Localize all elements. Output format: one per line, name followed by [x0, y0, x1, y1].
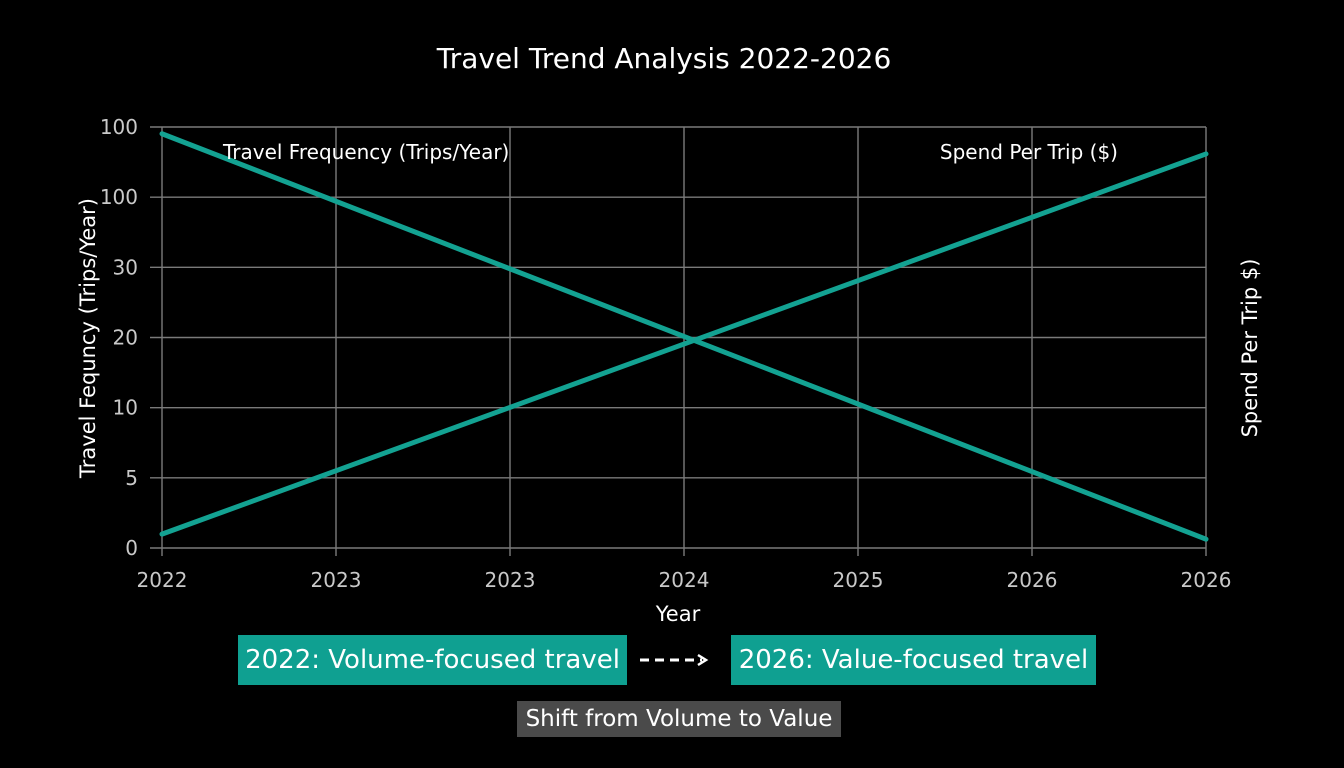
- x-axis-label: Year: [655, 602, 701, 626]
- series-label-frequency: Travel Frequency (Trips/Year): [222, 140, 509, 164]
- series-line-spend: [159, 151, 1209, 537]
- series-line-frequency: [159, 131, 1209, 542]
- x-tick-label: 2023: [485, 568, 536, 592]
- start-callout: 2022: Volume-focused travel: [238, 635, 627, 685]
- x-tick-label: 2022: [137, 568, 188, 592]
- series-layer: [159, 131, 1209, 542]
- x-tick-label: 2023: [311, 568, 362, 592]
- x-tick-label: 2025: [833, 568, 884, 592]
- y-tick-label: 30: [113, 255, 138, 279]
- footer-badge: Shift from Volume to Value: [517, 701, 841, 737]
- y-tick-label: 100: [100, 115, 138, 139]
- x-tick-label: 2024: [659, 568, 710, 592]
- y-tick-label: 10: [113, 396, 138, 420]
- y-axis-label-right: Spend Per Trip $): [1238, 259, 1262, 438]
- y-axis-label-left: Travel Fequncy (Trips/Year): [76, 198, 100, 479]
- y-tick-label: 5: [125, 466, 138, 490]
- x-tick-label: 2026: [1181, 568, 1232, 592]
- x-tick-label: 2026: [1007, 568, 1058, 592]
- y-tick-label: 100: [100, 185, 138, 209]
- y-tick-label: 20: [113, 326, 138, 350]
- chart-title: Travel Trend Analysis 2022-2026: [436, 42, 892, 75]
- tick-layer: 100 100 30 20 10 5 0 2022 2023 2023 2024 2025 2026 20…: [100, 115, 1232, 592]
- grid-layer: [150, 126, 1207, 556]
- trend-chart: Travel Trend Analysis 2022-2026 10010030…: [76, 42, 1262, 626]
- dashed-arrow-icon: [640, 653, 709, 667]
- series-label-spend: Spend Per Trip ($): [940, 140, 1118, 164]
- y-tick-label: 0: [125, 536, 138, 560]
- end-callout: 2026: Value-focused travel: [731, 635, 1096, 685]
